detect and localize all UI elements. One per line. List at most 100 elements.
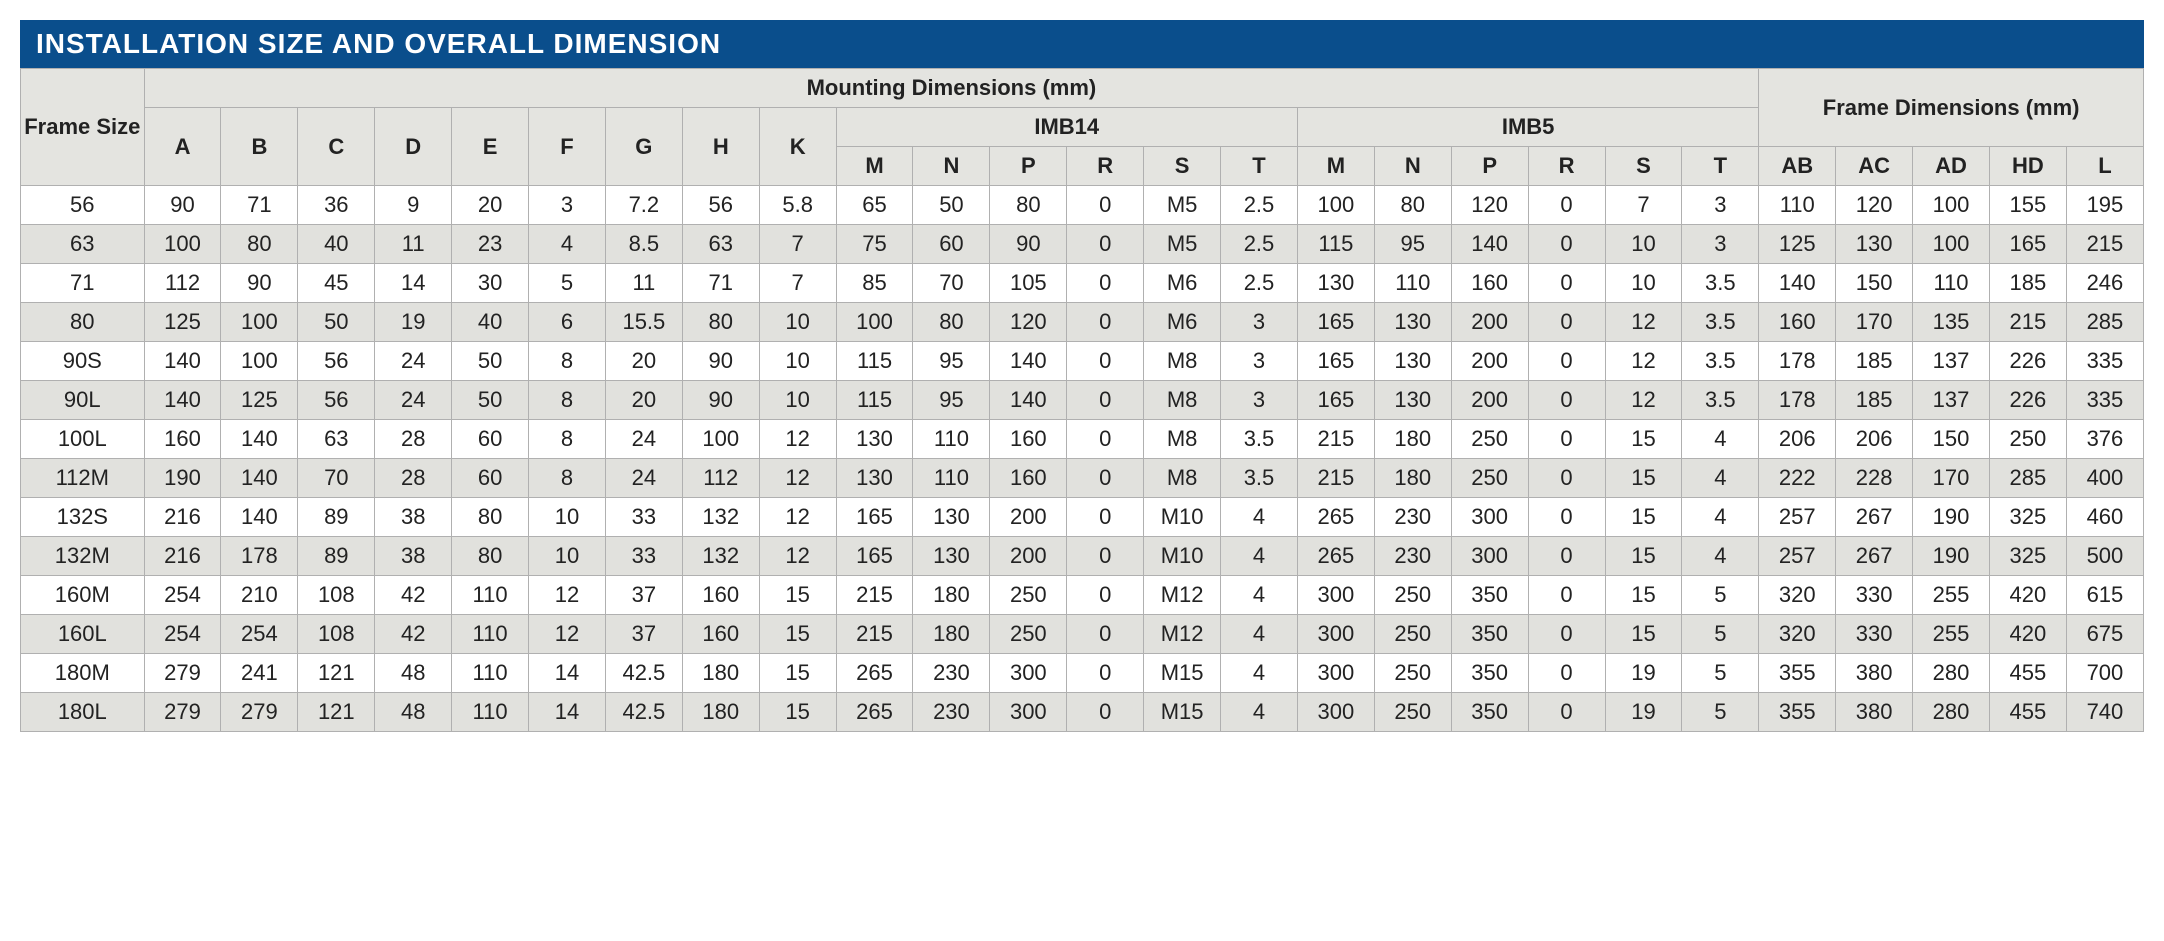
cell-value: 120 xyxy=(1451,186,1528,225)
cell-value: 185 xyxy=(1836,342,1913,381)
cell-value: 100 xyxy=(221,303,298,342)
cell-value: 60 xyxy=(452,420,529,459)
cell-value: 178 xyxy=(221,537,298,576)
cell-value: 112 xyxy=(144,264,221,303)
cell-value: 80 xyxy=(452,537,529,576)
cell-value: 700 xyxy=(2066,654,2143,693)
cell-value: 110 xyxy=(913,459,990,498)
cell-value: 267 xyxy=(1836,537,1913,576)
cell-value: 80 xyxy=(682,303,759,342)
cell-value: 0 xyxy=(1528,654,1605,693)
cell-value: 4 xyxy=(1221,498,1298,537)
cell-value: 350 xyxy=(1451,576,1528,615)
cell-value: 280 xyxy=(1913,693,1990,732)
cell-value: 250 xyxy=(1451,420,1528,459)
cell-value: 615 xyxy=(2066,576,2143,615)
cell-value: 180 xyxy=(1374,459,1451,498)
cell-value: 250 xyxy=(990,576,1067,615)
cell-value: 285 xyxy=(2066,303,2143,342)
cell-value: 325 xyxy=(1989,537,2066,576)
cell-value: 120 xyxy=(990,303,1067,342)
cell-value: 15 xyxy=(1605,498,1682,537)
cell-value: 70 xyxy=(913,264,990,303)
cell-value: 460 xyxy=(2066,498,2143,537)
cell-value: 250 xyxy=(1374,576,1451,615)
cell-value: 20 xyxy=(605,381,682,420)
cell-value: 37 xyxy=(605,615,682,654)
cell-value: 8 xyxy=(529,342,606,381)
cell-value: 12 xyxy=(759,537,836,576)
cell-value: 50 xyxy=(452,342,529,381)
cell-value: 65 xyxy=(836,186,913,225)
cell-value: 60 xyxy=(913,225,990,264)
table-row: 80125100501940615.58010100801200M6316513… xyxy=(21,303,2144,342)
cell-value: 130 xyxy=(1374,381,1451,420)
cell-value: 250 xyxy=(1374,693,1451,732)
cell-frame-size: 160M xyxy=(21,576,145,615)
cell-value: 190 xyxy=(144,459,221,498)
cell-value: 200 xyxy=(1451,303,1528,342)
cell-value: 14 xyxy=(529,654,606,693)
cell-value: 4 xyxy=(1682,459,1759,498)
cell-value: 71 xyxy=(682,264,759,303)
cell-value: M5 xyxy=(1144,225,1221,264)
cell-value: 178 xyxy=(1759,342,1836,381)
table-row: 711129045143051171785701050M62.513011016… xyxy=(21,264,2144,303)
cell-value: 190 xyxy=(1913,537,1990,576)
cell-value: 165 xyxy=(836,537,913,576)
cell-value: 19 xyxy=(1605,693,1682,732)
cell-value: 110 xyxy=(1759,186,1836,225)
cell-value: 7 xyxy=(759,264,836,303)
cell-value: 216 xyxy=(144,537,221,576)
cell-value: 90 xyxy=(682,381,759,420)
cell-frame-size: 71 xyxy=(21,264,145,303)
cell-value: 254 xyxy=(144,576,221,615)
cell-value: 7 xyxy=(759,225,836,264)
cell-value: 250 xyxy=(1989,420,2066,459)
cell-value: 56 xyxy=(682,186,759,225)
cell-value: 3 xyxy=(1682,186,1759,225)
cell-value: 12 xyxy=(1605,381,1682,420)
cell-value: 230 xyxy=(1374,498,1451,537)
cell-value: 0 xyxy=(1528,225,1605,264)
cell-value: 0 xyxy=(1067,537,1144,576)
cell-value: 4 xyxy=(1221,576,1298,615)
cell-value: 455 xyxy=(1989,654,2066,693)
cell-value: 110 xyxy=(1374,264,1451,303)
cell-value: 257 xyxy=(1759,537,1836,576)
cell-value: 279 xyxy=(144,693,221,732)
cell-value: 320 xyxy=(1759,615,1836,654)
cell-value: 2.5 xyxy=(1221,264,1298,303)
cell-value: 255 xyxy=(1913,576,1990,615)
cell-value: 15 xyxy=(1605,420,1682,459)
cell-value: 19 xyxy=(375,303,452,342)
cell-value: 3.5 xyxy=(1682,303,1759,342)
header-imb14-P: P xyxy=(990,147,1067,186)
cell-value: 12 xyxy=(529,576,606,615)
cell-value: 130 xyxy=(913,498,990,537)
header-K: K xyxy=(759,108,836,186)
cell-value: 4 xyxy=(529,225,606,264)
cell-value: 3 xyxy=(1221,381,1298,420)
cell-value: 0 xyxy=(1067,654,1144,693)
cell-value: 230 xyxy=(913,654,990,693)
cell-value: M12 xyxy=(1144,576,1221,615)
cell-value: 48 xyxy=(375,654,452,693)
cell-value: 100 xyxy=(1913,186,1990,225)
cell-value: 50 xyxy=(452,381,529,420)
cell-frame-size: 56 xyxy=(21,186,145,225)
cell-value: 6 xyxy=(529,303,606,342)
cell-value: 3 xyxy=(1682,225,1759,264)
cell-value: 70 xyxy=(298,459,375,498)
cell-value: M6 xyxy=(1144,264,1221,303)
cell-value: 185 xyxy=(1836,381,1913,420)
cell-value: 20 xyxy=(452,186,529,225)
cell-value: 170 xyxy=(1913,459,1990,498)
cell-value: 110 xyxy=(452,693,529,732)
cell-value: 350 xyxy=(1451,693,1528,732)
cell-value: 300 xyxy=(1451,537,1528,576)
cell-value: 335 xyxy=(2066,381,2143,420)
cell-frame-size: 132M xyxy=(21,537,145,576)
cell-value: 140 xyxy=(144,381,221,420)
cell-value: 37 xyxy=(605,576,682,615)
